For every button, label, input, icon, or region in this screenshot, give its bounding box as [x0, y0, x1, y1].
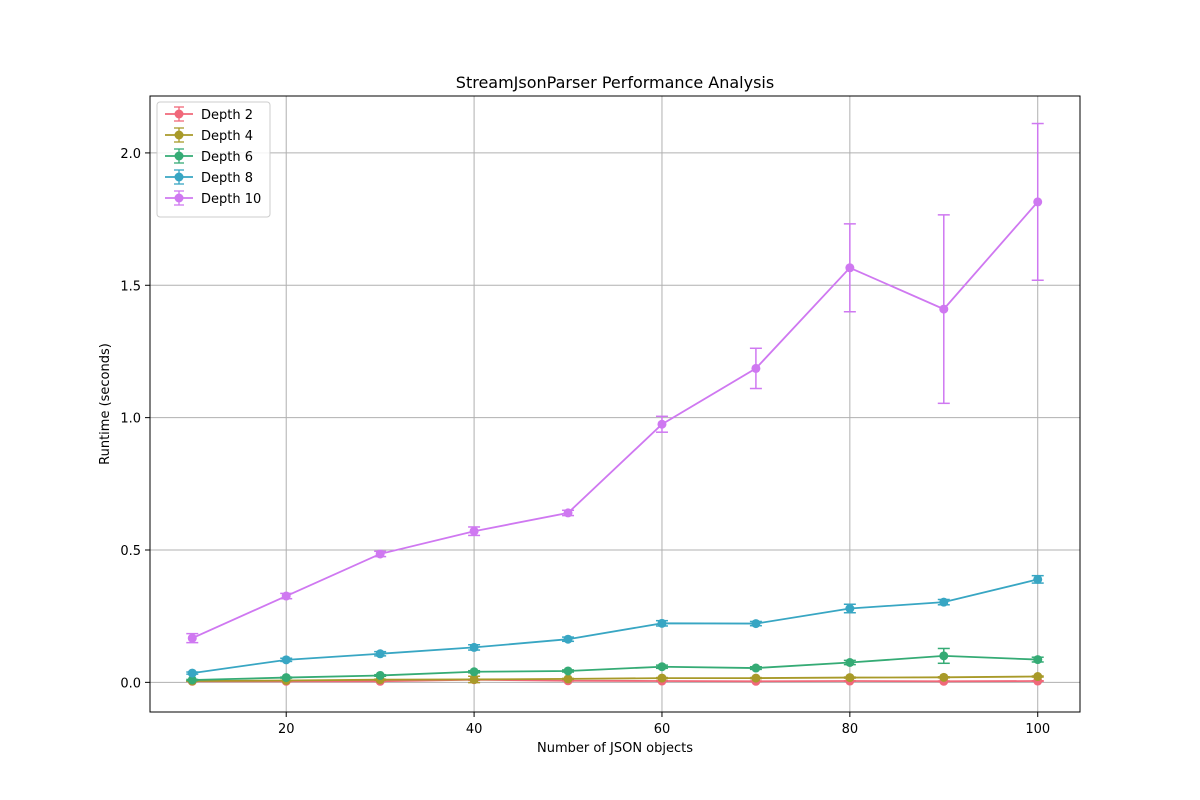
data-point: [469, 526, 479, 536]
series-line: [191, 201, 1039, 639]
data-point: [563, 666, 573, 676]
legend-label: Depth 6: [201, 150, 253, 165]
data-point: [657, 618, 667, 628]
y-tick-label: 0.5: [120, 544, 141, 559]
series-depth-8: [186, 574, 1044, 678]
legend-label: Depth 2: [201, 108, 253, 123]
data-point: [563, 674, 573, 684]
data-point: [1033, 655, 1043, 665]
data-point: [375, 670, 385, 680]
x-axis-label: Number of JSON objects: [537, 741, 693, 756]
data-point: [657, 419, 667, 429]
data-point: [281, 591, 291, 601]
x-tick-label: 20: [278, 722, 295, 737]
plot-frame: [149, 95, 1081, 713]
y-tick-label: 1.0: [120, 412, 141, 427]
x-tick-label: 60: [654, 722, 671, 737]
y-tick-label: 2.0: [120, 147, 141, 162]
data-point: [187, 675, 197, 685]
data-point: [939, 651, 949, 661]
legend-item: Depth 4: [165, 127, 253, 144]
legend-item: Depth 6: [165, 148, 253, 165]
chart-title: StreamJsonParser Performance Analysis: [456, 73, 774, 92]
legend-item: Depth 10: [165, 190, 261, 207]
data-point: [281, 673, 291, 683]
legend-label: Depth 8: [201, 171, 253, 186]
data-point: [469, 674, 479, 684]
series-depth-6: [186, 647, 1044, 685]
legend-box: [156, 101, 271, 218]
series-line: [192, 654, 1038, 681]
data-point: [939, 597, 949, 607]
legend-marker: [174, 151, 184, 161]
data-point: [845, 263, 855, 273]
data-point: [281, 655, 291, 665]
x-tick-label: 40: [466, 722, 483, 737]
legend-marker: [174, 109, 184, 119]
grid-layer: [150, 96, 1080, 712]
data-point: [657, 662, 667, 672]
series-depth-4: [186, 672, 1044, 686]
data-point: [939, 304, 949, 314]
data-point: [563, 634, 573, 644]
legend: Depth 2 Depth 4 Depth 6 Depth 8 Depth 10: [156, 101, 271, 218]
data-point: [1033, 672, 1043, 682]
y-axis-label: Runtime (seconds): [98, 343, 113, 465]
data-point: [563, 508, 573, 518]
data-point: [375, 549, 385, 559]
data-point: [1033, 197, 1043, 207]
series-depth-10: [186, 122, 1044, 644]
data-point: [469, 667, 479, 677]
legend-marker: [174, 130, 184, 140]
legend-label: Depth 4: [201, 129, 253, 144]
data-point: [375, 649, 385, 659]
series-line: [192, 675, 1038, 682]
x-tick-label: 100: [1025, 722, 1050, 737]
y-tick-label: 1.5: [120, 279, 141, 294]
axes-layer: 20 40 60 80 100 0.0 0.5 1.0 1.5 2.0: [120, 95, 1081, 737]
data-point: [657, 673, 667, 683]
series-line: [192, 578, 1038, 674]
y-tick-label: 0.0: [120, 676, 141, 691]
legend-marker: [174, 193, 184, 203]
data-point: [1033, 574, 1043, 584]
series-layer: [186, 122, 1044, 686]
data-point: [469, 642, 479, 652]
legend-item: Depth 8: [165, 169, 253, 186]
data-point: [751, 363, 761, 373]
legend-marker: [174, 172, 184, 182]
x-tick-label: 80: [842, 722, 859, 737]
data-point: [751, 663, 761, 673]
data-point: [187, 633, 197, 643]
data-point: [845, 673, 855, 683]
data-point: [751, 619, 761, 629]
legend-item: Depth 2: [165, 106, 253, 123]
data-point: [187, 668, 197, 678]
data-point: [845, 657, 855, 667]
data-point: [939, 672, 949, 682]
data-point: [751, 673, 761, 683]
legend-label: Depth 10: [201, 192, 261, 207]
data-point: [845, 603, 855, 613]
series-line: [192, 678, 1038, 683]
